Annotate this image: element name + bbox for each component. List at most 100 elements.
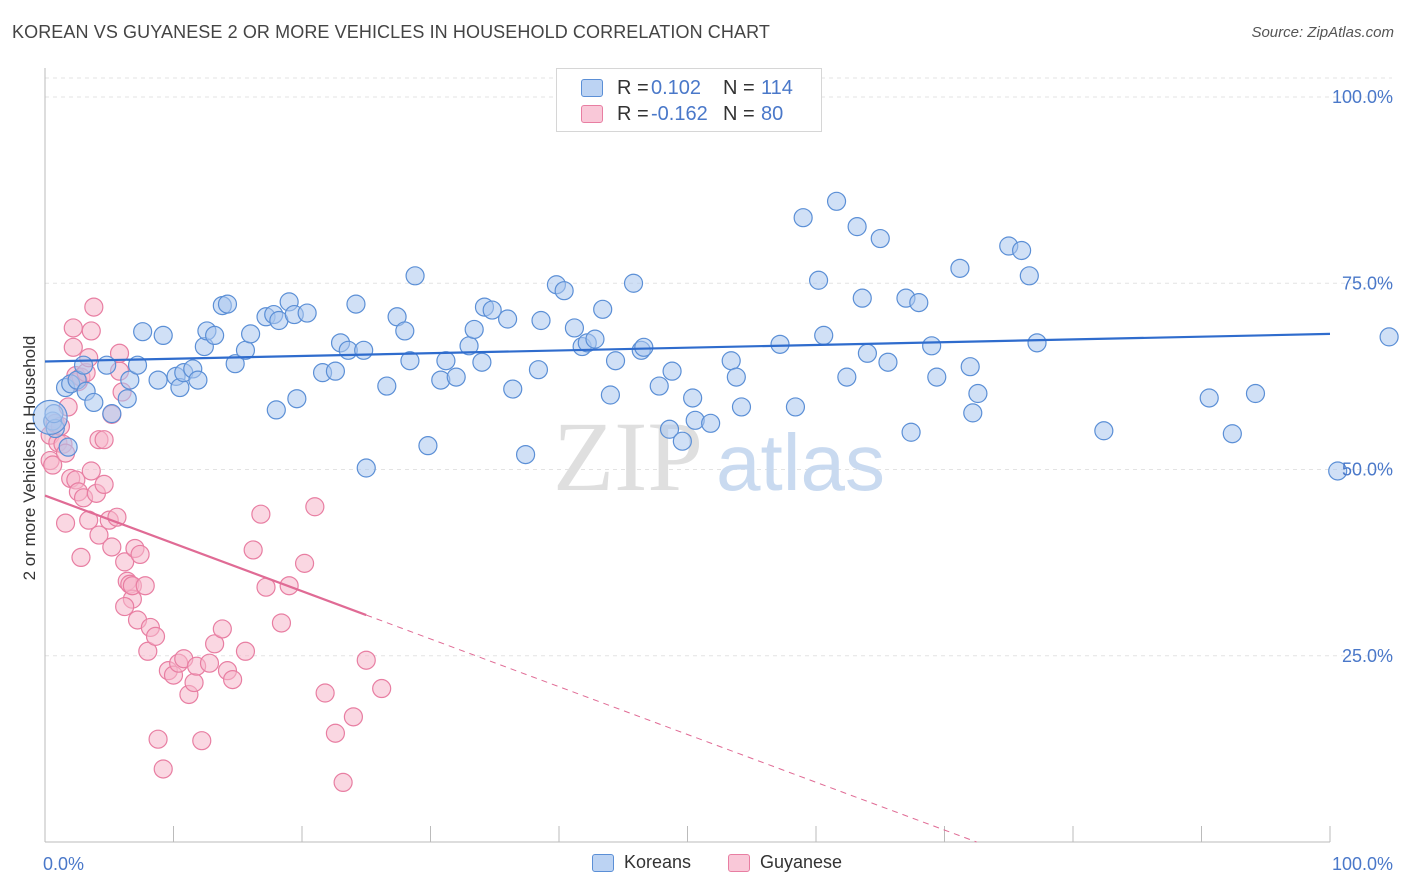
korean-point: [837, 367, 857, 387]
korean-point: [826, 191, 847, 211]
korean-point: [785, 397, 806, 417]
korean-point: [153, 325, 173, 345]
korean-point: [901, 422, 921, 442]
korean-point: [395, 321, 415, 341]
guyanese-point: [84, 297, 104, 317]
watermark: ZIP atlas: [553, 401, 885, 512]
guyanese-point: [294, 553, 315, 573]
guyanese-swatch: [581, 105, 603, 123]
korean-point: [84, 392, 104, 413]
guyanese-point: [192, 731, 212, 751]
korean-point: [217, 294, 238, 314]
guyanese-point: [109, 343, 130, 363]
korean-point: [148, 370, 168, 390]
korean-point: [377, 376, 397, 396]
guyanese-point: [223, 669, 243, 690]
korean-point: [1379, 327, 1399, 347]
korean-point: [662, 361, 682, 381]
legend-item-koreans: Koreans: [592, 852, 691, 873]
korean-point: [857, 343, 878, 363]
guyanese-point: [102, 537, 122, 557]
korean-point: [127, 355, 148, 375]
korean-point: [770, 334, 790, 354]
guyanese-legend-label: Guyanese: [760, 852, 843, 872]
guyanese-point: [212, 619, 232, 639]
korean-point: [1011, 240, 1032, 261]
guyanese-point: [115, 596, 135, 617]
guyanese-point: [89, 525, 109, 545]
korean-point: [927, 367, 947, 387]
korean-point: [498, 309, 518, 329]
guyanese-point: [115, 552, 135, 572]
guyanese-point: [94, 474, 114, 494]
r-label: R =: [617, 102, 649, 125]
koreans-legend-label: Koreans: [624, 852, 692, 872]
guyanese-trendline: [44, 494, 367, 617]
korean-point: [97, 355, 117, 375]
korean-point: [297, 303, 317, 323]
guyanese-point: [130, 544, 150, 565]
korean-point: [659, 419, 680, 439]
legend-item-guyanese: Guyanese: [728, 852, 842, 873]
korean-point: [564, 318, 585, 338]
watermark-zip: ZIP: [553, 401, 703, 512]
legend-row-guyanese: R = -0.162 N = 80: [581, 101, 783, 127]
korean-point: [623, 273, 644, 293]
korean-point: [133, 322, 153, 342]
korean-point: [683, 388, 703, 408]
guyanese-point: [271, 613, 292, 633]
korean-point: [963, 403, 983, 423]
korean-point: [241, 324, 261, 344]
r-value: 0.102: [651, 76, 702, 99]
koreans-trendline: [44, 332, 1331, 363]
korean-point: [1222, 424, 1242, 444]
korean-point: [968, 383, 988, 404]
y-tick-labels: 25.0% 50.0% 75.0% 100.0%: [1332, 87, 1393, 666]
korean-point: [878, 352, 898, 372]
korean-point: [960, 357, 980, 377]
guyanese-point: [138, 641, 158, 661]
y-tick-label: 50.0%: [1342, 460, 1393, 480]
korean-point: [503, 379, 523, 399]
chart-title: KOREAN VS GUYANESE 2 OR MORE VEHICLES IN…: [12, 22, 770, 42]
trendlines: [44, 332, 1331, 843]
guyanese-point: [315, 683, 335, 703]
guyanese-point: [153, 759, 173, 779]
korean-point: [726, 367, 746, 387]
korean-point: [808, 270, 829, 290]
korean-point: [117, 389, 137, 409]
y-tick-label: 25.0%: [1342, 646, 1393, 666]
korean-point: [356, 458, 376, 478]
korean-point: [354, 340, 374, 360]
korean-point: [405, 266, 425, 286]
korean-point: [649, 376, 669, 396]
guyanese-point: [325, 723, 346, 743]
korean-point: [528, 360, 549, 380]
gridlines: [45, 77, 1392, 657]
koreans-swatch: [581, 79, 603, 97]
korean-point: [1019, 266, 1039, 286]
korean-point-cluster: [32, 399, 68, 435]
korean-point: [482, 300, 502, 320]
source-note: Source: ZipAtlas.com: [1251, 24, 1394, 41]
guyanese-point: [55, 513, 76, 533]
korean-point: [600, 385, 621, 405]
guyanese-point: [43, 455, 63, 475]
n-label: N =: [723, 76, 755, 99]
korean-point: [852, 288, 872, 308]
guyanese-legend-swatch: [728, 853, 750, 872]
guyanese-point: [71, 547, 91, 568]
guyanese-point: [243, 540, 263, 560]
korean-point: [950, 258, 970, 278]
guyanese-point: [205, 634, 225, 654]
korean-point: [554, 281, 574, 301]
korean-point: [472, 352, 492, 372]
korean-point: [1199, 388, 1219, 408]
series-legend: Koreans Guyanese: [0, 852, 1406, 876]
watermark-atlas: atlas: [716, 418, 885, 507]
guyanese-trendline-extension: [366, 614, 977, 843]
korean-point: [1094, 421, 1114, 441]
x-tick-label-right: 100.0%: [1332, 854, 1393, 874]
korean-point: [188, 370, 208, 390]
korean-point: [436, 351, 456, 371]
